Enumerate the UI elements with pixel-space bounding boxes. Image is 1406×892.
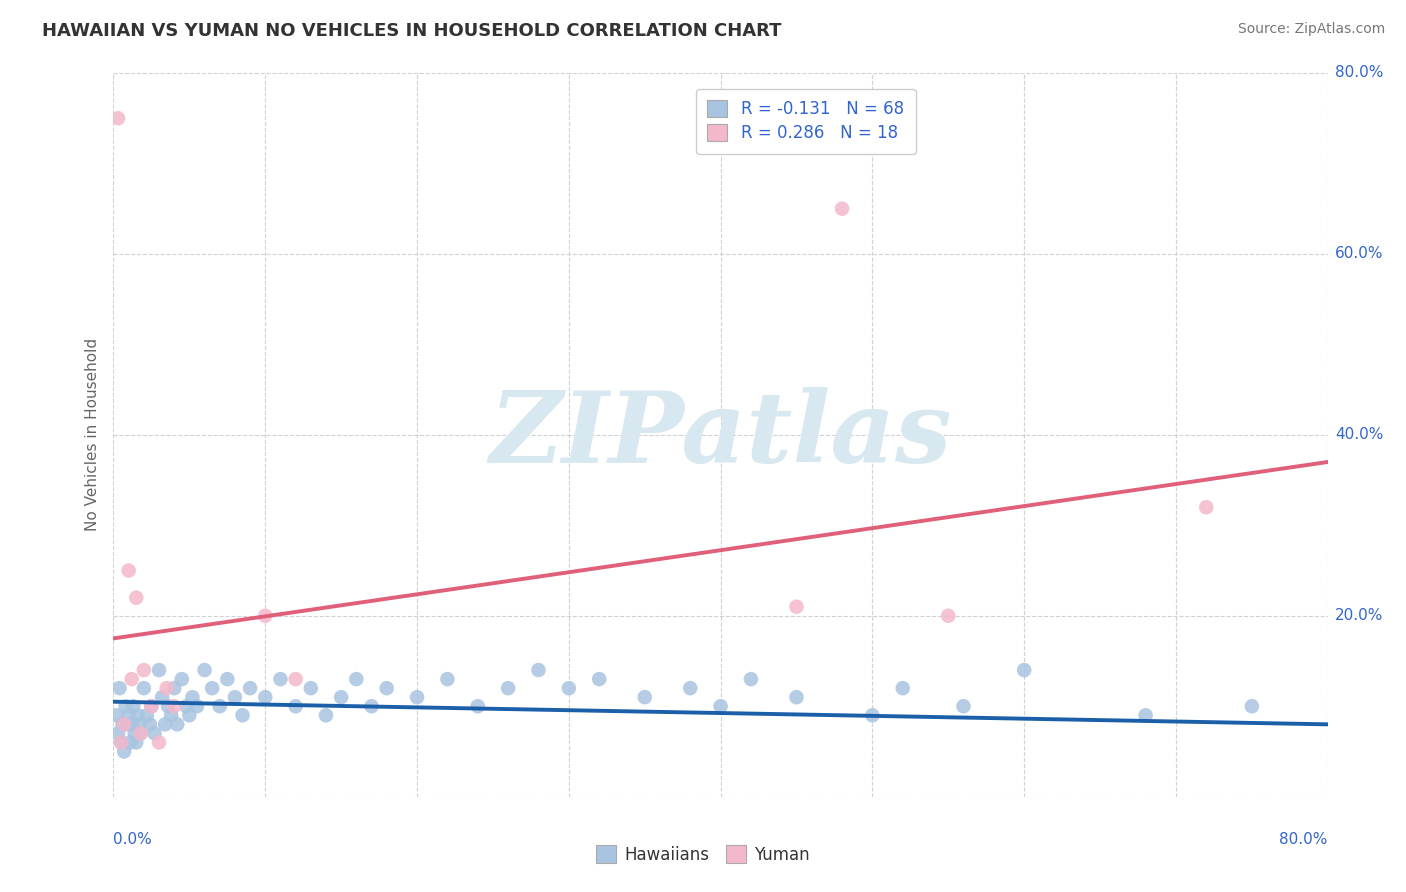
Point [120,735,142,749]
Point [141,699,163,714]
Point [231,708,253,723]
Point [111,717,134,731]
Point [112,717,135,731]
Point [299,681,322,695]
Point [344,672,367,686]
Point [163,681,186,695]
Point [115,717,138,731]
Point [176,699,198,714]
Point [740,672,762,686]
Point [860,708,883,723]
Legend: R = -0.131   N = 68, R = 0.286   N = 18: R = -0.131 N = 68, R = 0.286 N = 18 [696,88,915,154]
Point [831,202,853,216]
Point [132,681,155,695]
Point [315,708,337,723]
Point [710,699,733,714]
Point [112,744,135,758]
Point [143,726,166,740]
Point [496,681,519,695]
Text: 0.0%: 0.0% [114,832,152,847]
Legend: Hawaiians, Yuman: Hawaiians, Yuman [589,838,817,871]
Point [527,663,550,677]
Point [148,663,170,677]
Point [936,608,959,623]
Point [891,681,914,695]
Point [125,735,148,749]
Point [193,663,215,677]
Point [1135,708,1157,723]
Point [1195,500,1218,515]
Point [254,690,277,705]
Point [110,735,132,749]
Text: ZIPatlas: ZIPatlas [489,386,952,483]
Point [148,735,170,749]
Point [141,699,163,714]
Point [139,717,162,731]
Point [375,681,398,695]
Point [129,726,152,740]
Point [269,672,291,686]
Point [166,717,188,731]
Point [157,699,180,714]
Point [121,672,143,686]
Point [952,699,974,714]
Point [118,708,141,723]
Point [330,690,353,705]
Point [110,735,132,749]
Text: 80.0%: 80.0% [1334,65,1384,80]
Point [254,608,277,623]
Point [135,708,157,723]
Point [179,708,201,723]
Point [634,690,657,705]
Text: 60.0%: 60.0% [1334,246,1384,261]
Point [208,699,231,714]
Text: Source: ZipAtlas.com: Source: ZipAtlas.com [1237,22,1385,37]
Point [558,681,581,695]
Point [217,672,239,686]
Point [360,699,382,714]
Point [467,699,489,714]
Point [118,564,141,578]
Point [163,699,186,714]
Text: 20.0%: 20.0% [1334,608,1384,624]
Point [129,726,152,740]
Point [153,717,176,731]
Point [105,708,128,723]
Point [201,681,224,695]
Point [1240,699,1263,714]
Text: 40.0%: 40.0% [1334,427,1384,442]
Point [186,699,208,714]
Point [406,690,429,705]
Point [181,690,204,705]
Point [107,112,129,126]
Point [107,726,129,740]
Point [1012,663,1035,677]
Point [124,726,146,740]
Point [786,690,808,705]
Point [150,690,173,705]
Point [121,717,143,731]
Point [224,690,246,705]
Point [588,672,610,686]
Text: HAWAIIAN VS YUMAN NO VEHICLES IN HOUSEHOLD CORRELATION CHART: HAWAIIAN VS YUMAN NO VEHICLES IN HOUSEHO… [42,22,782,40]
Point [108,681,131,695]
Point [284,672,307,686]
Point [127,708,149,723]
Text: 80.0%: 80.0% [1279,832,1327,847]
Point [284,699,307,714]
Point [156,681,179,695]
Point [160,708,183,723]
Point [125,591,148,605]
Point [128,717,150,731]
Point [679,681,702,695]
Point [786,599,808,614]
Point [122,699,145,714]
Point [132,663,155,677]
Point [114,699,136,714]
Point [170,672,193,686]
Y-axis label: No Vehicles in Household: No Vehicles in Household [86,338,100,532]
Point [436,672,458,686]
Point [239,681,262,695]
